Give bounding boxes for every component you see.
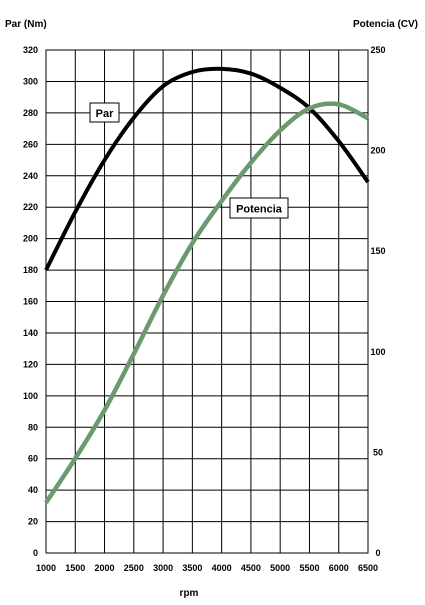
x-tick-label: 6000 <box>329 563 349 573</box>
right-axis-ticks: 0 50 100 150 200 250 <box>370 45 385 558</box>
callout-par-label: Par <box>96 108 114 120</box>
x-tick-label: 1500 <box>65 563 85 573</box>
y-left-tick-label: 160 <box>23 297 38 307</box>
y-left-tick-label: 280 <box>23 108 38 118</box>
y-right-tick-label: 0 <box>375 548 380 558</box>
x-tick-label: 5500 <box>299 563 319 573</box>
x-tick-label: 2500 <box>124 563 144 573</box>
x-tick-label: 1000 <box>36 563 56 573</box>
x-axis-ticks: 1000 1500 2000 2500 3000 3500 4000 4500 5000 5500… <box>36 563 378 573</box>
x-tick-label: 6500 <box>358 563 378 573</box>
y-left-tick-label: 140 <box>23 328 38 338</box>
y-left-tick-label: 120 <box>23 359 38 369</box>
x-tick-label: 2000 <box>95 563 115 573</box>
y-right-tick-label: 250 <box>370 45 385 55</box>
y-right-tick-label: 200 <box>370 146 385 156</box>
y-left-tick-label: 200 <box>23 234 38 244</box>
callout-potencia-label: Potencia <box>236 204 283 216</box>
y-left-tick-label: 220 <box>23 202 38 212</box>
series-line-potencia <box>44 101 370 504</box>
left-axis-ticks: 0 20 40 60 80 100 120 140 160 180 200 220 240 260 280 3… <box>23 45 38 558</box>
y-left-tick-label: 20 <box>28 517 38 527</box>
y-left-tick-label: 180 <box>23 265 38 275</box>
x-axis-title: rpm <box>180 588 199 599</box>
callout-potencia: Potencia <box>229 197 289 219</box>
y-left-tick-label: 100 <box>23 391 38 401</box>
y-left-tick-label: 40 <box>28 485 38 495</box>
grid <box>45 49 369 554</box>
x-tick-label: 3500 <box>182 563 202 573</box>
callout-potencia-box <box>229 197 289 219</box>
y-left-axis-title: Par (Nm) <box>5 19 47 30</box>
y-right-tick-label: 100 <box>370 347 385 357</box>
y-left-tick-label: 320 <box>23 45 38 55</box>
x-tick-label: 4500 <box>241 563 261 573</box>
series-line-par <box>44 66 370 271</box>
callout-par-box <box>89 102 120 123</box>
y-right-tick-label: 150 <box>370 246 385 256</box>
x-tick-label: 5000 <box>270 563 290 573</box>
x-tick-label: 3000 <box>153 563 173 573</box>
x-tick-label: 4000 <box>212 563 232 573</box>
y-right-axis-title: Potencia (CV) <box>353 19 418 30</box>
y-left-tick-label: 260 <box>23 139 38 149</box>
series-lines <box>44 66 370 504</box>
y-left-tick-label: 300 <box>23 76 38 86</box>
y-right-tick-label: 50 <box>373 447 383 457</box>
y-left-tick-label: 0 <box>33 548 38 558</box>
y-left-tick-label: 80 <box>28 422 38 432</box>
y-left-tick-label: 60 <box>28 454 38 464</box>
y-left-tick-label: 240 <box>23 171 38 181</box>
callout-par: Par <box>89 102 120 123</box>
plot-area-border <box>45 49 369 554</box>
